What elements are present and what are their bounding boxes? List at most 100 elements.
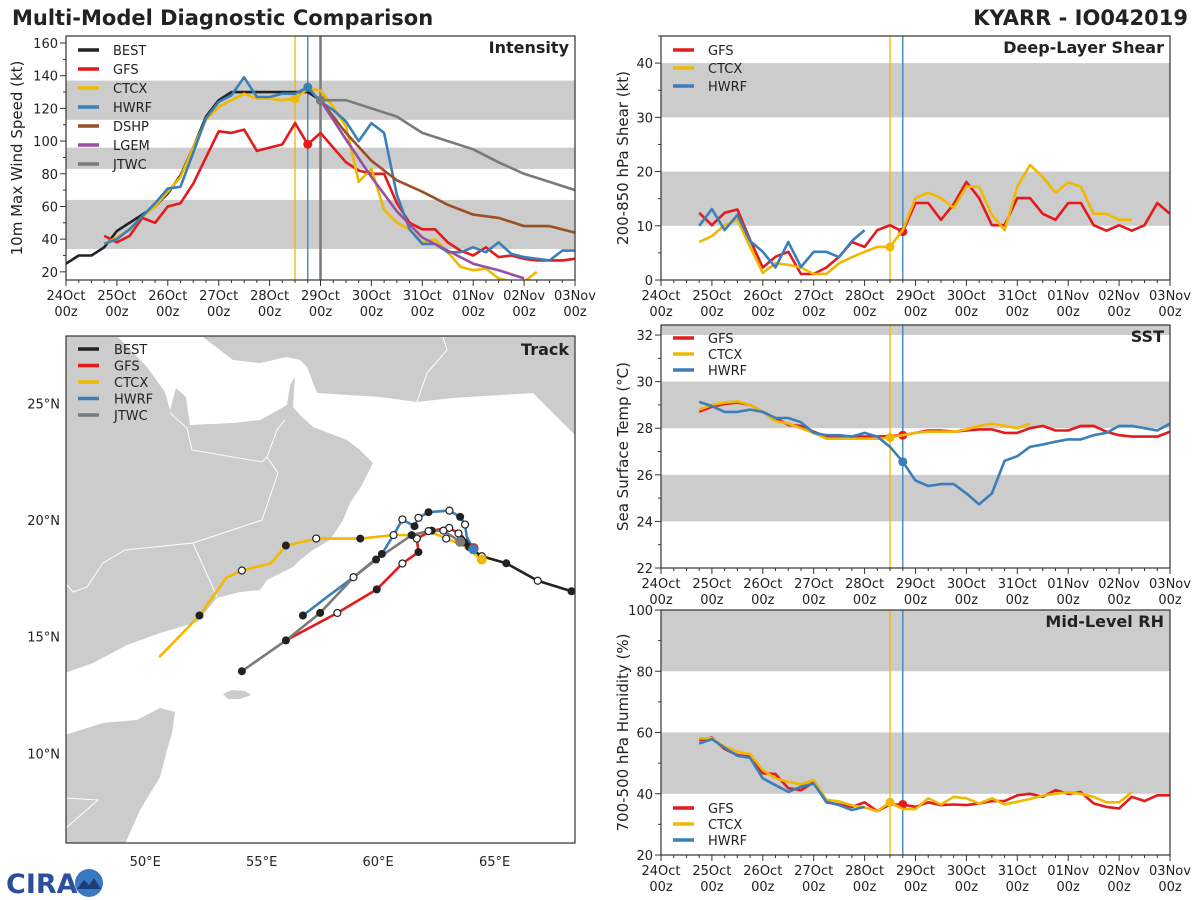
x-tick-date: 31Oct <box>998 289 1037 304</box>
x-tick-hour: 00z <box>1006 880 1030 895</box>
x-tick-hour: 00z <box>649 593 673 608</box>
x-tick-hour: 00z <box>1006 305 1030 320</box>
chart-intensity: 2040608010012014016024Oct00z25Oct00z26Oc… <box>8 35 596 320</box>
series-line-dshp <box>319 99 575 234</box>
x-tick-hour: 00z <box>853 305 877 320</box>
y-axis-label: 200-850 hPa Shear (kt) <box>614 71 632 245</box>
x-tick-hour: 00z <box>955 305 979 320</box>
track-init-jtwc <box>455 536 466 547</box>
x-tick-date: 02Nov <box>503 289 545 304</box>
y-tick-label: 120 <box>33 102 58 117</box>
track-init-ctcx <box>476 554 487 565</box>
legend-label: CTCX <box>708 348 742 363</box>
x-tick-date: 30Oct <box>947 289 986 304</box>
category-band <box>661 325 1170 336</box>
x-tick-date: 24Oct <box>641 864 680 879</box>
panel-title: Track <box>521 340 569 359</box>
y-tick-label: 20 <box>636 166 653 181</box>
y-axis-label: 10m Max Wind Speed (kt) <box>8 61 26 256</box>
lat-tick-label: 20°N <box>27 514 60 529</box>
panel-title: Intensity <box>489 38 570 57</box>
track-marker-00z <box>456 512 465 521</box>
legend-label: JTWC <box>112 158 147 173</box>
x-tick-date: 25Oct <box>692 289 731 304</box>
legend-label: CTCX <box>708 818 742 833</box>
x-tick-hour: 00z <box>309 305 333 320</box>
x-tick-date: 03Nov <box>1149 289 1191 304</box>
y-tick-label: 26 <box>636 469 653 484</box>
series-line-hwrf <box>698 207 866 269</box>
init-point-ctcx <box>885 797 895 807</box>
x-tick-hour: 00z <box>955 880 979 895</box>
y-tick-label: 40 <box>636 57 653 72</box>
x-tick-hour: 00z <box>1057 305 1081 320</box>
x-tick-date: 25Oct <box>97 289 136 304</box>
series-line-jtwc <box>320 98 575 192</box>
series-line-hwrf <box>698 400 1170 506</box>
track-marker-12z <box>445 506 454 515</box>
x-tick-hour: 00z <box>1107 593 1131 608</box>
track-marker-12z <box>349 573 358 582</box>
x-tick-date: 30Oct <box>947 864 986 879</box>
y-tick-label: 80 <box>636 665 653 680</box>
track-marker-00z <box>316 608 325 617</box>
x-tick-hour: 00z <box>563 305 587 320</box>
track-marker-00z <box>281 636 290 645</box>
x-tick-hour: 00z <box>258 305 282 320</box>
legend-label: GFS <box>113 63 139 78</box>
track-marker-12z <box>533 576 542 585</box>
series-line-hwrf <box>698 737 865 812</box>
x-tick-date: 29Oct <box>896 864 935 879</box>
panel-title: SST <box>1131 327 1164 346</box>
cira-logo: CIRA <box>6 869 103 900</box>
y-tick-label: 0 <box>645 274 653 289</box>
x-tick-date: 26Oct <box>148 289 187 304</box>
legend-label: LGEM <box>113 139 150 154</box>
lat-tick-label: 10°N <box>27 747 60 762</box>
track-marker-00z <box>407 531 416 540</box>
track-marker-00z <box>372 585 381 594</box>
category-band <box>661 381 1170 429</box>
country-border <box>192 542 218 598</box>
init-point-hwrf <box>898 457 908 467</box>
track-marker-12z <box>460 520 470 529</box>
x-tick-hour: 00z <box>904 593 928 608</box>
x-tick-hour: 00z <box>156 305 180 320</box>
track-marker-00z <box>237 667 246 676</box>
y-tick-label: 100 <box>628 604 653 619</box>
lat-tick-label: 25°N <box>27 398 60 413</box>
x-tick-hour: 00z <box>751 880 775 895</box>
x-tick-date: 24Oct <box>46 289 85 304</box>
legend-label: CTCX <box>708 62 742 77</box>
x-tick-hour: 00z <box>512 305 536 320</box>
y-tick-label: 24 <box>636 515 653 530</box>
init-point-gfs <box>303 139 313 149</box>
x-tick-date: 02Nov <box>1098 864 1140 879</box>
x-tick-date: 01Nov <box>1047 864 1089 879</box>
x-tick-hour: 00z <box>1107 305 1131 320</box>
legend-label: HWRF <box>708 834 747 849</box>
legend-label: BEST <box>113 44 146 59</box>
category-band <box>661 732 1170 794</box>
chart-sst: 22242628303224Oct00z25Oct00z26Oct00z27Oc… <box>614 324 1191 608</box>
track-marker-12z <box>454 529 463 538</box>
x-tick-hour: 00z <box>1057 593 1081 608</box>
track-marker-00z <box>298 611 307 620</box>
x-tick-hour: 00z <box>1158 593 1182 608</box>
track-marker-12z <box>414 513 423 522</box>
x-tick-hour: 00z <box>1158 880 1182 895</box>
y-tick-label: 30 <box>636 111 653 126</box>
sea <box>66 337 575 843</box>
lon-tick-label: 65°E <box>479 855 510 870</box>
socotra-island <box>223 690 251 699</box>
track-marker-00z <box>567 587 575 596</box>
storm-id: KYARR - IO042019 <box>973 6 1188 30</box>
x-tick-date: 31Oct <box>998 577 1037 592</box>
logo-text: CIRA <box>6 869 78 900</box>
y-tick-label: 60 <box>636 727 653 742</box>
x-tick-date: 01Nov <box>452 289 494 304</box>
x-tick-date: 03Nov <box>1149 864 1191 879</box>
init-point-jtwc <box>316 95 325 105</box>
y-tick-label: 40 <box>636 788 653 803</box>
legend-label: GFS <box>708 332 734 347</box>
